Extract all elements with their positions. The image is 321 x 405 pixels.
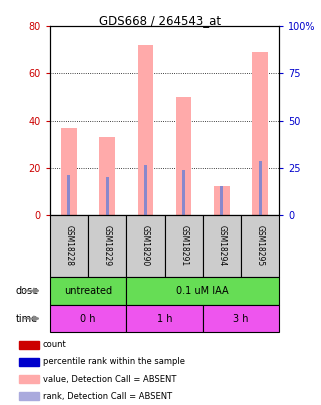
Bar	[176, 97, 191, 215]
Text: 3 h: 3 h	[233, 313, 249, 324]
Bar	[50, 215, 88, 277]
Text: percentile rank within the sample: percentile rank within the sample	[43, 357, 185, 367]
Bar	[100, 137, 115, 215]
Bar	[126, 305, 203, 333]
Bar	[50, 305, 126, 333]
Bar	[19, 341, 39, 349]
Text: rank, Detection Call = ABSENT: rank, Detection Call = ABSENT	[43, 392, 172, 401]
Bar	[19, 358, 39, 366]
Bar	[126, 277, 279, 305]
Bar	[203, 305, 279, 333]
Text: count: count	[43, 340, 66, 349]
Text: 1 h: 1 h	[157, 313, 172, 324]
Text: GDS668 / 264543_at: GDS668 / 264543_at	[100, 14, 221, 27]
Text: 0.1 uM IAA: 0.1 uM IAA	[177, 286, 229, 296]
Text: GSM18291: GSM18291	[179, 225, 188, 266]
Bar	[182, 170, 185, 215]
Text: GSM18290: GSM18290	[141, 225, 150, 266]
Text: GSM18228: GSM18228	[65, 225, 74, 266]
Bar	[253, 52, 268, 215]
Bar	[164, 215, 203, 277]
Text: value, Detection Call = ABSENT: value, Detection Call = ABSENT	[43, 375, 176, 384]
Bar	[61, 128, 76, 215]
Text: GSM18294: GSM18294	[217, 225, 226, 266]
Bar	[144, 165, 147, 215]
Bar	[106, 177, 109, 215]
Bar	[259, 160, 262, 215]
Text: GSM18295: GSM18295	[256, 225, 265, 266]
Bar	[67, 175, 70, 215]
Text: dose: dose	[15, 286, 39, 296]
Bar	[138, 45, 153, 215]
Bar	[214, 186, 230, 215]
Bar	[220, 186, 223, 215]
Text: 0 h: 0 h	[80, 313, 96, 324]
Bar	[241, 215, 279, 277]
Bar	[126, 215, 164, 277]
Bar	[88, 215, 126, 277]
Text: time: time	[15, 313, 38, 324]
Bar	[19, 392, 39, 400]
Text: GSM18229: GSM18229	[103, 225, 112, 266]
Bar	[19, 375, 39, 383]
Bar	[203, 215, 241, 277]
Text: untreated: untreated	[64, 286, 112, 296]
Bar	[50, 277, 126, 305]
